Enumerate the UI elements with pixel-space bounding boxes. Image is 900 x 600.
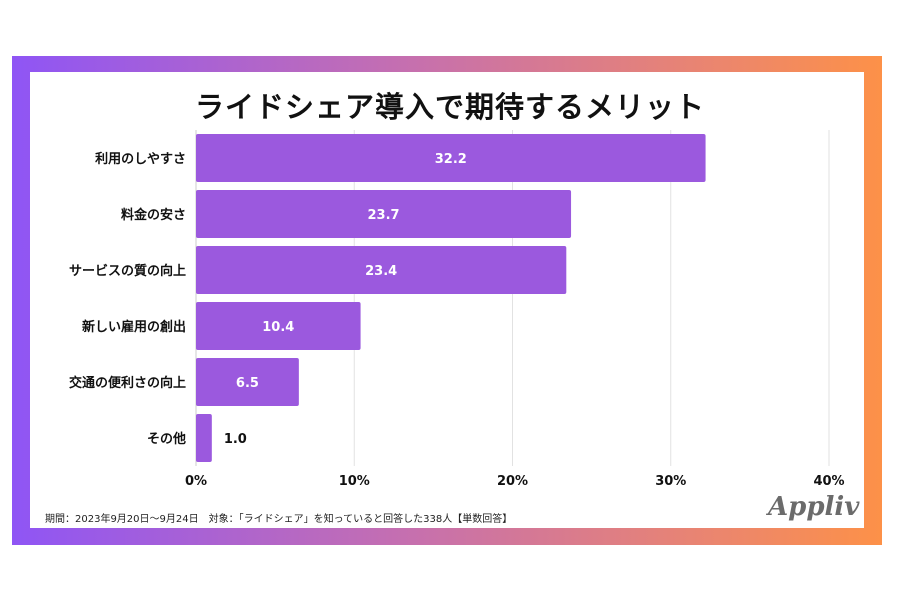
category-label: 交通の便利さの向上 [69, 375, 186, 391]
category-label: 利用のしやすさ [95, 151, 186, 167]
data-label: 32.2 [435, 152, 467, 167]
data-label: 6.5 [236, 376, 259, 391]
bar [196, 190, 572, 238]
data-label: 23.7 [367, 208, 399, 223]
bar [196, 302, 361, 350]
data-label: 23.4 [365, 264, 397, 279]
x-tick-label: 0% [185, 474, 207, 489]
x-tick-label: 30% [655, 474, 686, 489]
category-label: その他 [147, 431, 186, 447]
data-label: 10.4 [262, 320, 294, 335]
x-tick-label: 10% [339, 474, 370, 489]
category-label: 新しい雇用の創出 [82, 319, 186, 335]
appliv-logo: Appliv [768, 492, 860, 522]
x-tick-label: 40% [813, 474, 844, 489]
footnote: 期間：2023年9月20日〜9月24日 対象：「ライドシェア」を知っていると回答… [45, 514, 513, 525]
bar [196, 358, 299, 406]
bar [196, 134, 706, 182]
bar [196, 414, 212, 462]
x-tick-label: 20% [497, 474, 528, 489]
data-label: 1.0 [224, 432, 247, 447]
category-label: 料金の安さ [121, 207, 186, 223]
category-label: サービスの質の向上 [69, 263, 186, 279]
chart-title: ライドシェア導入で期待するメリット [194, 90, 705, 124]
bar [196, 246, 567, 294]
